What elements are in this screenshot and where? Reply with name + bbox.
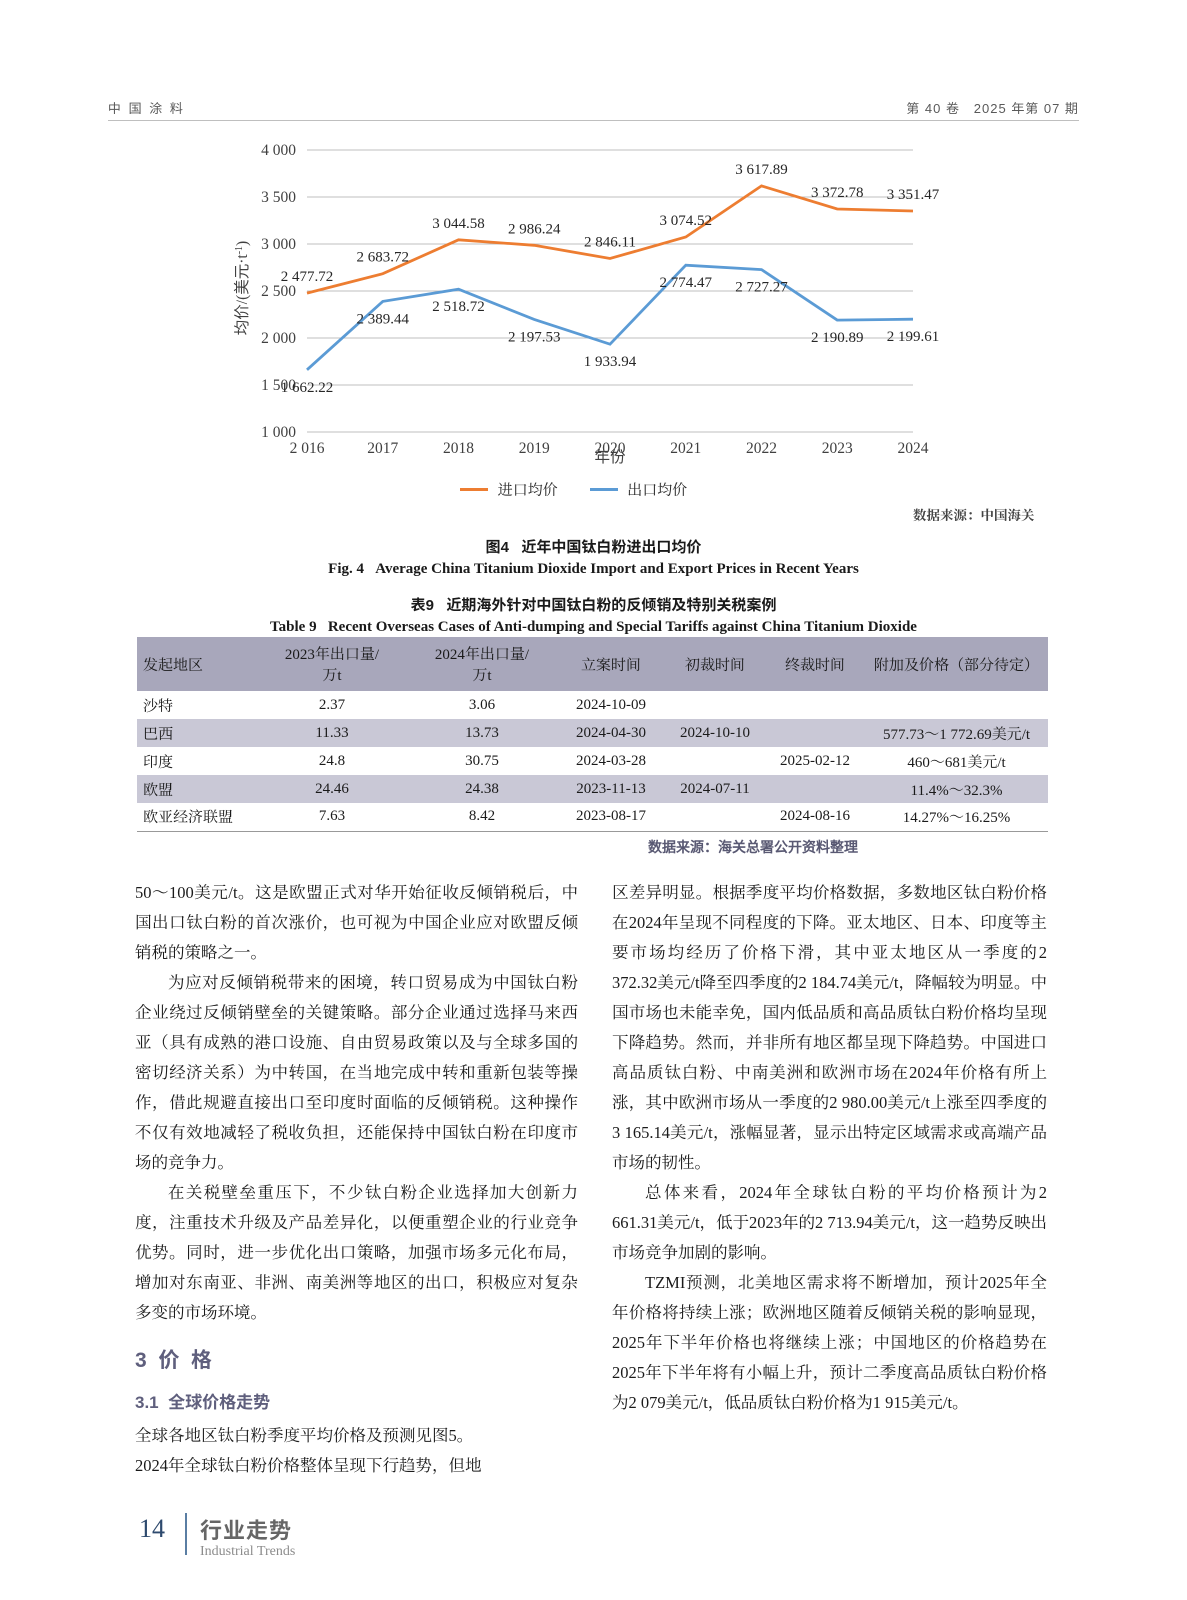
svg-text:2 727.27: 2 727.27 <box>735 280 788 296</box>
svg-text:2 683.72: 2 683.72 <box>357 250 410 266</box>
svg-text:2 774.47: 2 774.47 <box>660 275 713 291</box>
svg-text:1 933.94: 1 933.94 <box>584 354 637 370</box>
svg-text:3 500: 3 500 <box>261 189 296 206</box>
svg-text:2024: 2024 <box>898 440 929 457</box>
svg-text:2022: 2022 <box>746 440 777 457</box>
svg-text:3 617.89: 3 617.89 <box>735 162 788 178</box>
svg-text:2018: 2018 <box>443 440 474 457</box>
svg-text:2021: 2021 <box>670 440 701 457</box>
svg-text:2 518.72: 2 518.72 <box>432 299 485 315</box>
svg-text:3 000: 3 000 <box>261 236 296 253</box>
svg-text:2017: 2017 <box>367 440 398 457</box>
svg-text:3 044.58: 3 044.58 <box>432 216 485 232</box>
svg-text:3 351.47: 3 351.47 <box>887 187 940 203</box>
svg-text:2 500: 2 500 <box>261 283 296 300</box>
svg-text:均价/(美元·t-1): 均价/(美元·t-1) <box>233 241 251 335</box>
svg-text:3 372.78: 3 372.78 <box>811 185 864 201</box>
svg-text:2 190.89: 2 190.89 <box>811 330 864 346</box>
svg-text:1 662.22: 1 662.22 <box>281 380 334 396</box>
svg-text:2019: 2019 <box>519 440 550 457</box>
svg-text:1 000: 1 000 <box>261 424 296 441</box>
svg-text:年份: 年份 <box>594 448 626 466</box>
svg-text:2 199.61: 2 199.61 <box>887 329 940 345</box>
svg-text:2 477.72: 2 477.72 <box>281 269 334 285</box>
svg-text:2 197.53: 2 197.53 <box>508 329 561 345</box>
svg-text:2 000: 2 000 <box>261 330 296 347</box>
svg-text:4 000: 4 000 <box>261 142 296 159</box>
svg-text:2 846.11: 2 846.11 <box>584 235 636 251</box>
svg-text:2 389.44: 2 389.44 <box>357 311 410 327</box>
svg-text:3 074.52: 3 074.52 <box>660 213 713 229</box>
svg-text:2023: 2023 <box>822 440 853 457</box>
svg-text:2 986.24: 2 986.24 <box>508 221 561 237</box>
svg-text:2 016: 2 016 <box>290 440 325 457</box>
